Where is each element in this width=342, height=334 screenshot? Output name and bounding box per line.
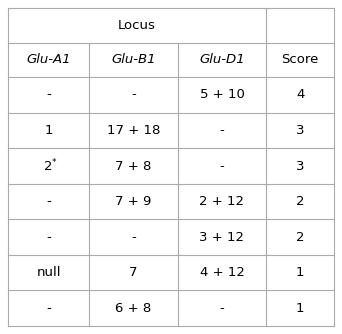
Text: -: - — [131, 89, 136, 102]
Text: 2: 2 — [296, 195, 304, 208]
Text: 17 + 18: 17 + 18 — [107, 124, 160, 137]
Text: -: - — [46, 195, 51, 208]
Text: -: - — [220, 160, 224, 173]
Text: 7 + 8: 7 + 8 — [115, 160, 152, 173]
Text: Glu-A1: Glu-A1 — [26, 53, 71, 66]
Text: 4 + 12: 4 + 12 — [200, 266, 245, 279]
Text: Locus: Locus — [118, 19, 156, 32]
Text: 6 + 8: 6 + 8 — [115, 302, 152, 315]
Text: 7: 7 — [129, 266, 137, 279]
Text: Score: Score — [281, 53, 319, 66]
Text: 1: 1 — [44, 124, 53, 137]
Text: 7 + 9: 7 + 9 — [115, 195, 152, 208]
Text: -: - — [220, 302, 224, 315]
Text: -: - — [46, 89, 51, 102]
Text: 2: 2 — [296, 231, 304, 243]
Text: 4: 4 — [296, 89, 304, 102]
Text: -: - — [220, 124, 224, 137]
Text: Glu-B1: Glu-B1 — [111, 53, 156, 66]
Text: 3: 3 — [296, 160, 304, 173]
Text: Glu-D1: Glu-D1 — [199, 53, 245, 66]
Text: 1: 1 — [296, 266, 304, 279]
Text: -: - — [46, 231, 51, 243]
Text: 2: 2 — [44, 160, 53, 173]
Text: 5 + 10: 5 + 10 — [200, 89, 245, 102]
Text: 3 + 12: 3 + 12 — [199, 231, 245, 243]
Text: null: null — [36, 266, 61, 279]
Text: -: - — [131, 231, 136, 243]
Text: 3: 3 — [296, 124, 304, 137]
Text: 1: 1 — [296, 302, 304, 315]
Text: -: - — [46, 302, 51, 315]
Text: 2 + 12: 2 + 12 — [199, 195, 245, 208]
Text: *: * — [51, 158, 56, 167]
